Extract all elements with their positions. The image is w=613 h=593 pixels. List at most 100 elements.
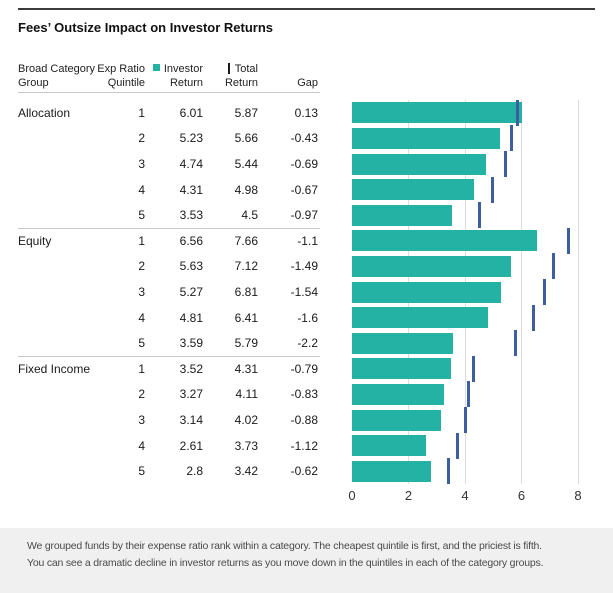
total-return-marker [455, 432, 459, 459]
gap-cell: -1.49 [290, 259, 318, 274]
header-exp-ratio-quintile: Exp Ratio Quintile [95, 56, 145, 90]
total-return-cell: 5.44 [234, 156, 258, 171]
investor-return-bar [352, 255, 512, 277]
header-line: Broad Category [18, 63, 96, 75]
total-return-cell: 6.41 [234, 310, 258, 325]
table-body: Allocation 1 6.01 5.87 0.13 2 5.23 5.66 -0.43 3 4.… [18, 100, 320, 484]
table-row: Equity 1 6.56 7.66 -1.1 [18, 228, 320, 254]
gap-cell: 0.13 [294, 105, 318, 120]
table-row: 5 2.8 3.42 -0.62 [18, 458, 320, 484]
investor-return-cell: 3.53 [179, 208, 203, 223]
gap-cell: -0.83 [290, 387, 318, 402]
total-return-cell: 5.66 [234, 131, 258, 146]
total-return-marker [491, 176, 495, 203]
gap-cell: -1.6 [297, 310, 318, 325]
investor-return-cell: 3.52 [179, 361, 203, 376]
total-return-cell: 4.11 [235, 387, 258, 402]
investor-return-cell: 3.27 [179, 387, 203, 402]
table-row: 2 5.63 7.12 -1.49 [18, 254, 320, 280]
investor-return-bar [352, 281, 501, 303]
gap-cell: -0.69 [290, 156, 318, 171]
total-return-marker [542, 279, 546, 305]
investor-return-swatch-icon [152, 64, 160, 71]
investor-return-bar [352, 153, 486, 175]
header-total-return: Total Return [196, 56, 258, 90]
gap-cell: -1.1 [297, 233, 318, 248]
category-cell: Allocation [18, 105, 71, 120]
total-return-marker [551, 253, 555, 280]
quintile-cell: 4 [138, 310, 145, 325]
total-return-cell: 4.5 [241, 208, 258, 223]
gridline [521, 100, 522, 484]
header-line: Investor [133, 62, 203, 76]
header-text: Investor [163, 63, 203, 75]
investor-return-bar [352, 179, 474, 201]
quintile-cell: 5 [138, 208, 145, 223]
total-return-cell: 5.87 [234, 105, 258, 120]
header-broad-category-group: Broad Category Group [18, 56, 128, 90]
total-return-cell: 7.12 [234, 259, 258, 274]
investor-return-bar [352, 460, 432, 482]
header-line: Group [18, 77, 49, 89]
total-return-cell: 7.66 [234, 233, 258, 248]
quintile-cell: 2 [138, 387, 145, 402]
total-return-cell: 4.31 [234, 361, 258, 376]
header-line: Return [224, 77, 258, 89]
table-row: 4 4.81 6.41 -1.6 [18, 305, 320, 331]
gap-cell: -2.2 [297, 336, 318, 351]
table-row: Fixed Income 1 3.52 4.31 -0.79 [18, 356, 320, 382]
header-line: Gap [297, 77, 318, 89]
table-row: 3 4.74 5.44 -0.69 [18, 151, 320, 177]
table-row: Allocation 1 6.01 5.87 0.13 [18, 100, 320, 126]
total-return-marker [516, 99, 520, 126]
table-row: 5 3.59 5.79 -2.2 [18, 330, 320, 356]
table-row: 2 5.23 5.66 -0.43 [18, 126, 320, 152]
table-row: 4 4.31 4.98 -0.67 [18, 177, 320, 203]
x-tick-label: 4 [461, 488, 469, 503]
chart-title: Fees’ Outsize Impact on Investor Returns [18, 20, 274, 35]
investor-return-bar [352, 307, 488, 329]
total-return-marker [514, 330, 518, 357]
header-line: Quintile [107, 77, 145, 89]
investor-return-bar [352, 102, 522, 124]
total-return-cell: 6.81 [234, 284, 258, 299]
quintile-cell: 1 [138, 105, 145, 120]
quintile-cell: 5 [138, 336, 145, 351]
total-return-marker [510, 125, 514, 152]
investor-return-cell: 5.27 [179, 284, 203, 299]
investor-return-cell: 6.56 [179, 233, 203, 248]
total-return-marker [504, 151, 508, 177]
header-line: Total [196, 62, 258, 76]
gap-cell: -1.54 [290, 284, 318, 299]
quintile-cell: 5 [138, 464, 145, 479]
investor-return-cell: 5.23 [179, 131, 203, 146]
x-tick-label: 2 [404, 488, 413, 503]
investor-return-cell: 3.59 [179, 336, 203, 351]
top-rule [18, 8, 595, 10]
category-cell: Fixed Income [18, 361, 91, 376]
total-return-marker [477, 202, 481, 229]
table-row: 4 2.61 3.73 -1.12 [18, 433, 320, 459]
investor-return-bar [352, 358, 452, 380]
investor-return-cell: 6.01 [179, 105, 203, 120]
footer-text: We grouped funds by their expense ratio … [0, 528, 613, 572]
x-axis: 0 2 4 6 8 [348, 488, 581, 506]
quintile-cell: 3 [138, 412, 145, 427]
total-return-marker [447, 458, 451, 485]
investor-return-cell: 2.8 [186, 464, 203, 479]
gap-cell: -0.43 [290, 131, 318, 146]
total-return-cell: 4.98 [234, 182, 258, 197]
table-row: 2 3.27 4.11 -0.83 [18, 382, 320, 408]
quintile-cell: 3 [138, 284, 145, 299]
quintile-cell: 4 [138, 182, 145, 197]
investor-return-bar [352, 383, 445, 405]
investor-return-bar [352, 332, 454, 354]
quintile-cell: 3 [138, 156, 145, 171]
header-text: Total [234, 63, 258, 75]
quintile-cell: 2 [138, 259, 145, 274]
footer-note: We grouped funds by their expense ratio … [0, 528, 613, 593]
gap-cell: -0.67 [290, 182, 318, 197]
table-row: 5 3.53 4.5 -0.97 [18, 202, 320, 228]
gridline [577, 100, 579, 484]
